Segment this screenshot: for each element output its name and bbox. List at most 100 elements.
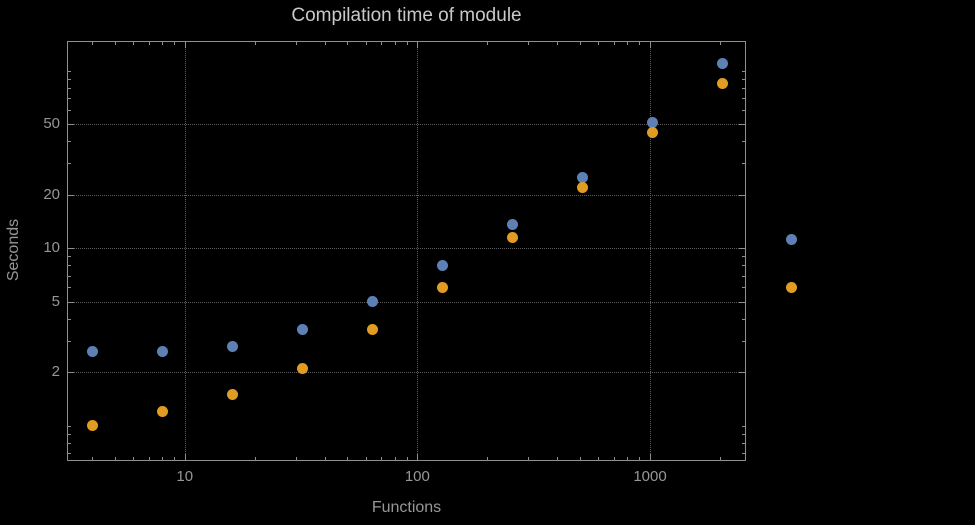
tick-mark (528, 457, 530, 460)
data-point (86, 420, 98, 432)
y-gridline (68, 248, 745, 250)
tick-mark (557, 457, 559, 460)
tick-mark (184, 454, 186, 460)
tick-mark (650, 454, 652, 460)
tick-mark (68, 256, 71, 258)
tick-mark (742, 78, 745, 80)
tick-mark (639, 457, 641, 460)
tick-mark (133, 457, 135, 460)
data-point (156, 406, 168, 418)
tick-mark (579, 42, 581, 45)
tick-mark (295, 42, 297, 45)
y-gridline (68, 372, 745, 374)
tick-mark (68, 163, 71, 165)
y-gridline (68, 124, 745, 126)
tick-mark (92, 457, 94, 460)
tick-mark (365, 42, 367, 45)
y-tick-label: 20 (43, 185, 60, 203)
y-tick-label: 2 (51, 363, 60, 381)
tick-mark (528, 42, 530, 45)
tick-mark (68, 78, 71, 80)
data-point (506, 231, 518, 243)
y-gridline (68, 301, 745, 303)
y-gridline (68, 194, 745, 196)
tick-mark (68, 265, 71, 267)
x-gridline (650, 42, 652, 460)
tick-mark (148, 457, 150, 460)
tick-mark (68, 98, 71, 100)
tick-mark (324, 42, 326, 45)
tick-mark (742, 163, 745, 165)
tick-mark (742, 318, 745, 320)
tick-mark (720, 457, 722, 460)
tick-mark (174, 457, 176, 460)
tick-mark (739, 248, 745, 250)
tick-mark (639, 42, 641, 45)
tick-mark (68, 301, 74, 303)
data-point (296, 323, 308, 335)
tick-mark (68, 340, 71, 342)
tick-mark (162, 42, 164, 45)
tick-mark (148, 42, 150, 45)
tick-mark (68, 287, 71, 289)
tick-mark (254, 42, 256, 45)
tick-mark (598, 457, 600, 460)
data-point (506, 219, 518, 231)
tick-mark (68, 275, 71, 277)
tick-mark (68, 425, 71, 427)
tick-mark (162, 457, 164, 460)
tick-mark (487, 42, 489, 45)
tick-mark (742, 340, 745, 342)
y-tick-label: 50 (43, 115, 60, 133)
tick-mark (742, 442, 745, 444)
data-point (646, 117, 658, 129)
tick-mark (739, 372, 745, 374)
tick-mark (742, 87, 745, 89)
tick-mark (295, 457, 297, 460)
tick-mark (68, 433, 71, 435)
tick-mark (613, 457, 615, 460)
tick-mark (739, 124, 745, 126)
tick-mark (394, 42, 396, 45)
tick-mark (347, 42, 349, 45)
tick-mark (68, 248, 74, 250)
tick-mark (114, 457, 116, 460)
tick-mark (579, 457, 581, 460)
tick-mark (720, 42, 722, 45)
tick-mark (68, 87, 71, 89)
data-point (436, 281, 448, 293)
tick-mark (133, 42, 135, 45)
tick-mark (184, 42, 186, 48)
data-point (366, 296, 378, 308)
tick-mark (742, 275, 745, 277)
data-point (366, 323, 378, 335)
tick-mark (742, 265, 745, 267)
tick-mark (68, 124, 74, 126)
data-point (576, 181, 588, 193)
x-tick-label: 1000 (633, 468, 667, 485)
tick-mark (742, 453, 745, 455)
tick-mark (174, 42, 176, 45)
data-point (296, 362, 308, 374)
tick-mark (68, 318, 71, 320)
tick-mark (613, 42, 615, 45)
tick-mark (742, 98, 745, 100)
tick-mark (68, 442, 71, 444)
tick-mark (68, 141, 71, 143)
y-tick-label: 10 (43, 239, 60, 257)
tick-mark (627, 42, 629, 45)
tick-mark (598, 42, 600, 45)
tick-mark (381, 457, 383, 460)
tick-mark (487, 457, 489, 460)
tick-mark (406, 42, 408, 45)
tick-mark (739, 194, 745, 196)
data-point (86, 346, 98, 358)
chart-title: Compilation time of module (291, 5, 522, 26)
tick-mark (68, 110, 71, 111)
tick-mark (742, 70, 745, 72)
tick-mark (114, 42, 116, 45)
tick-mark (68, 372, 74, 374)
data-point (156, 346, 168, 358)
tick-mark (742, 110, 745, 111)
